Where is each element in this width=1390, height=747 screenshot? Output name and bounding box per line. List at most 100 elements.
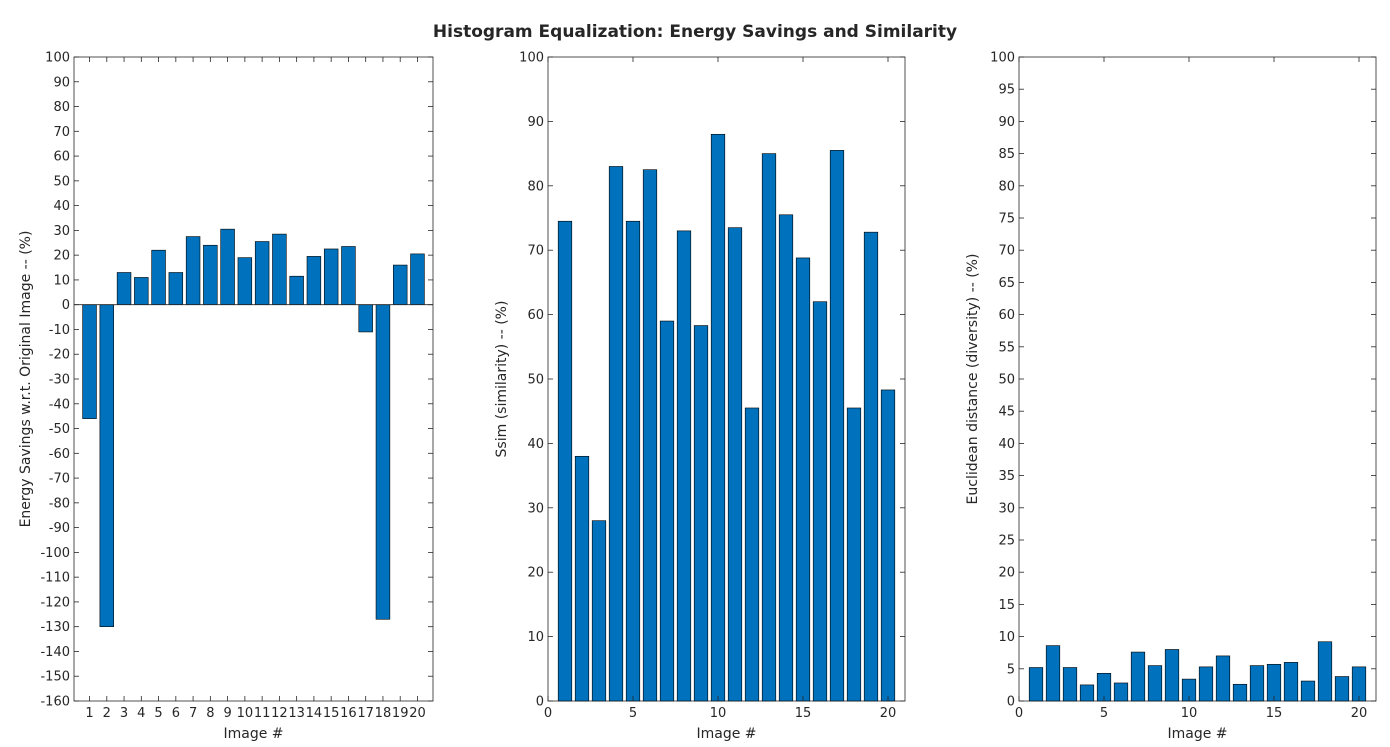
y-tick-label: 55 [998,340,1015,355]
bar [1028,667,1044,702]
y-tick-label: 5 [1007,662,1015,677]
bar [1198,666,1214,702]
y-tick-label: -120 [40,595,70,610]
y-tick-label: -160 [40,695,70,710]
y-axis-label: Ssim (similarity) -- (%) [494,301,510,458]
y-tick-label: 60 [998,308,1015,323]
y-tick-label: 35 [998,469,1015,484]
y-tick-label: 80 [998,179,1015,194]
x-tick-label: 10 [237,706,254,721]
x-tick-label: 13 [288,706,305,721]
y-tick-label: -70 [49,472,70,487]
y-axis-label: Energy Savings w.r.t. Original Image -- … [18,231,34,528]
bar [237,257,253,305]
bar [812,301,828,702]
bar [254,241,270,305]
x-tick-label: 16 [340,706,357,721]
y-tick-label: 25 [998,534,1015,549]
bar [393,264,408,305]
bar [574,455,590,702]
x-tick-label: 12 [271,706,288,721]
y-tick-label: 50 [527,373,544,388]
euclidean-distance-panel: 0510152025303540455055606570758085909510… [965,51,1377,742]
x-tick-label: 20 [880,706,897,721]
y-tick-label: -30 [49,373,70,388]
y-tick-label: 100 [990,51,1015,66]
bar [203,244,218,305]
axes-box [547,56,906,702]
x-tick-label: 15 [795,706,812,721]
bar [151,249,166,305]
bar [410,253,425,305]
bar [642,169,658,702]
bar [1351,666,1367,702]
bar [591,520,607,702]
bar [727,227,743,702]
bar [1147,665,1163,702]
bar [693,325,709,702]
y-tick-label: -140 [40,645,70,660]
bar [1266,663,1282,702]
bar [1130,651,1146,702]
bar [761,153,777,702]
x-tick-label: 2 [103,706,111,721]
y-tick-label: 20 [527,566,544,581]
bar [306,256,322,305]
x-tick-label: 15 [1266,706,1283,721]
bar [557,220,573,702]
y-tick-label: 15 [998,598,1015,613]
bar [272,233,287,305]
bar [880,389,896,702]
y-tick-label: -130 [40,620,70,635]
x-axis-label: Image # [1167,726,1227,742]
x-tick-label: 10 [1181,706,1198,721]
bar [1045,645,1061,702]
energy-savings-panel: -160-150-140-130-120-110-100-90-80-70-60… [18,51,434,742]
bar [1283,662,1299,702]
y-tick-label: 0 [62,298,70,313]
y-tick-label: 30 [998,501,1015,516]
figure-title: Histogram Equalization: Energy Savings a… [433,22,957,42]
x-tick-label: 19 [392,706,409,721]
bar [1300,680,1316,702]
y-tick-label: -100 [40,546,70,561]
bar [323,248,339,305]
bar [1113,682,1129,702]
bar [1232,683,1248,702]
bar [1164,649,1180,702]
y-tick-label: 60 [53,150,70,165]
x-tick-label: 5 [1100,706,1108,721]
x-tick-label: 20 [1351,706,1368,721]
bar [659,320,675,702]
bar [289,275,304,305]
y-tick-label: 60 [527,308,544,323]
x-tick-label: 20 [409,706,426,721]
y-tick-label: 0 [536,695,544,710]
bar [341,246,356,305]
bar [1334,676,1350,702]
bar [625,220,641,702]
y-tick-label: -40 [49,397,70,412]
y-tick-label: -60 [49,447,70,462]
y-tick-label: -90 [49,521,70,536]
x-tick-label: 18 [375,706,392,721]
y-tick-label: 30 [53,224,70,239]
bar [185,236,201,305]
y-tick-label: 100 [45,51,70,66]
y-tick-label: -50 [49,422,70,437]
bar [608,166,624,702]
x-tick-label: 17 [357,706,374,721]
x-tick-label: 10 [710,706,727,721]
bar [676,230,692,702]
y-tick-label: 80 [527,179,544,194]
y-tick-label: 70 [53,125,70,140]
y-tick-label: -80 [49,496,70,511]
y-tick-label: 70 [998,244,1015,259]
bar [358,304,373,333]
ssim-panel: 0 10 20 30 40 50 60 70 80 90 100 0 5 10 15 20 Image # Ssi… [494,51,906,742]
bar [710,133,726,702]
axes-box [73,56,434,702]
y-tick-label: 50 [998,373,1015,388]
x-tick-label: 15 [323,706,340,721]
bar [375,304,391,620]
